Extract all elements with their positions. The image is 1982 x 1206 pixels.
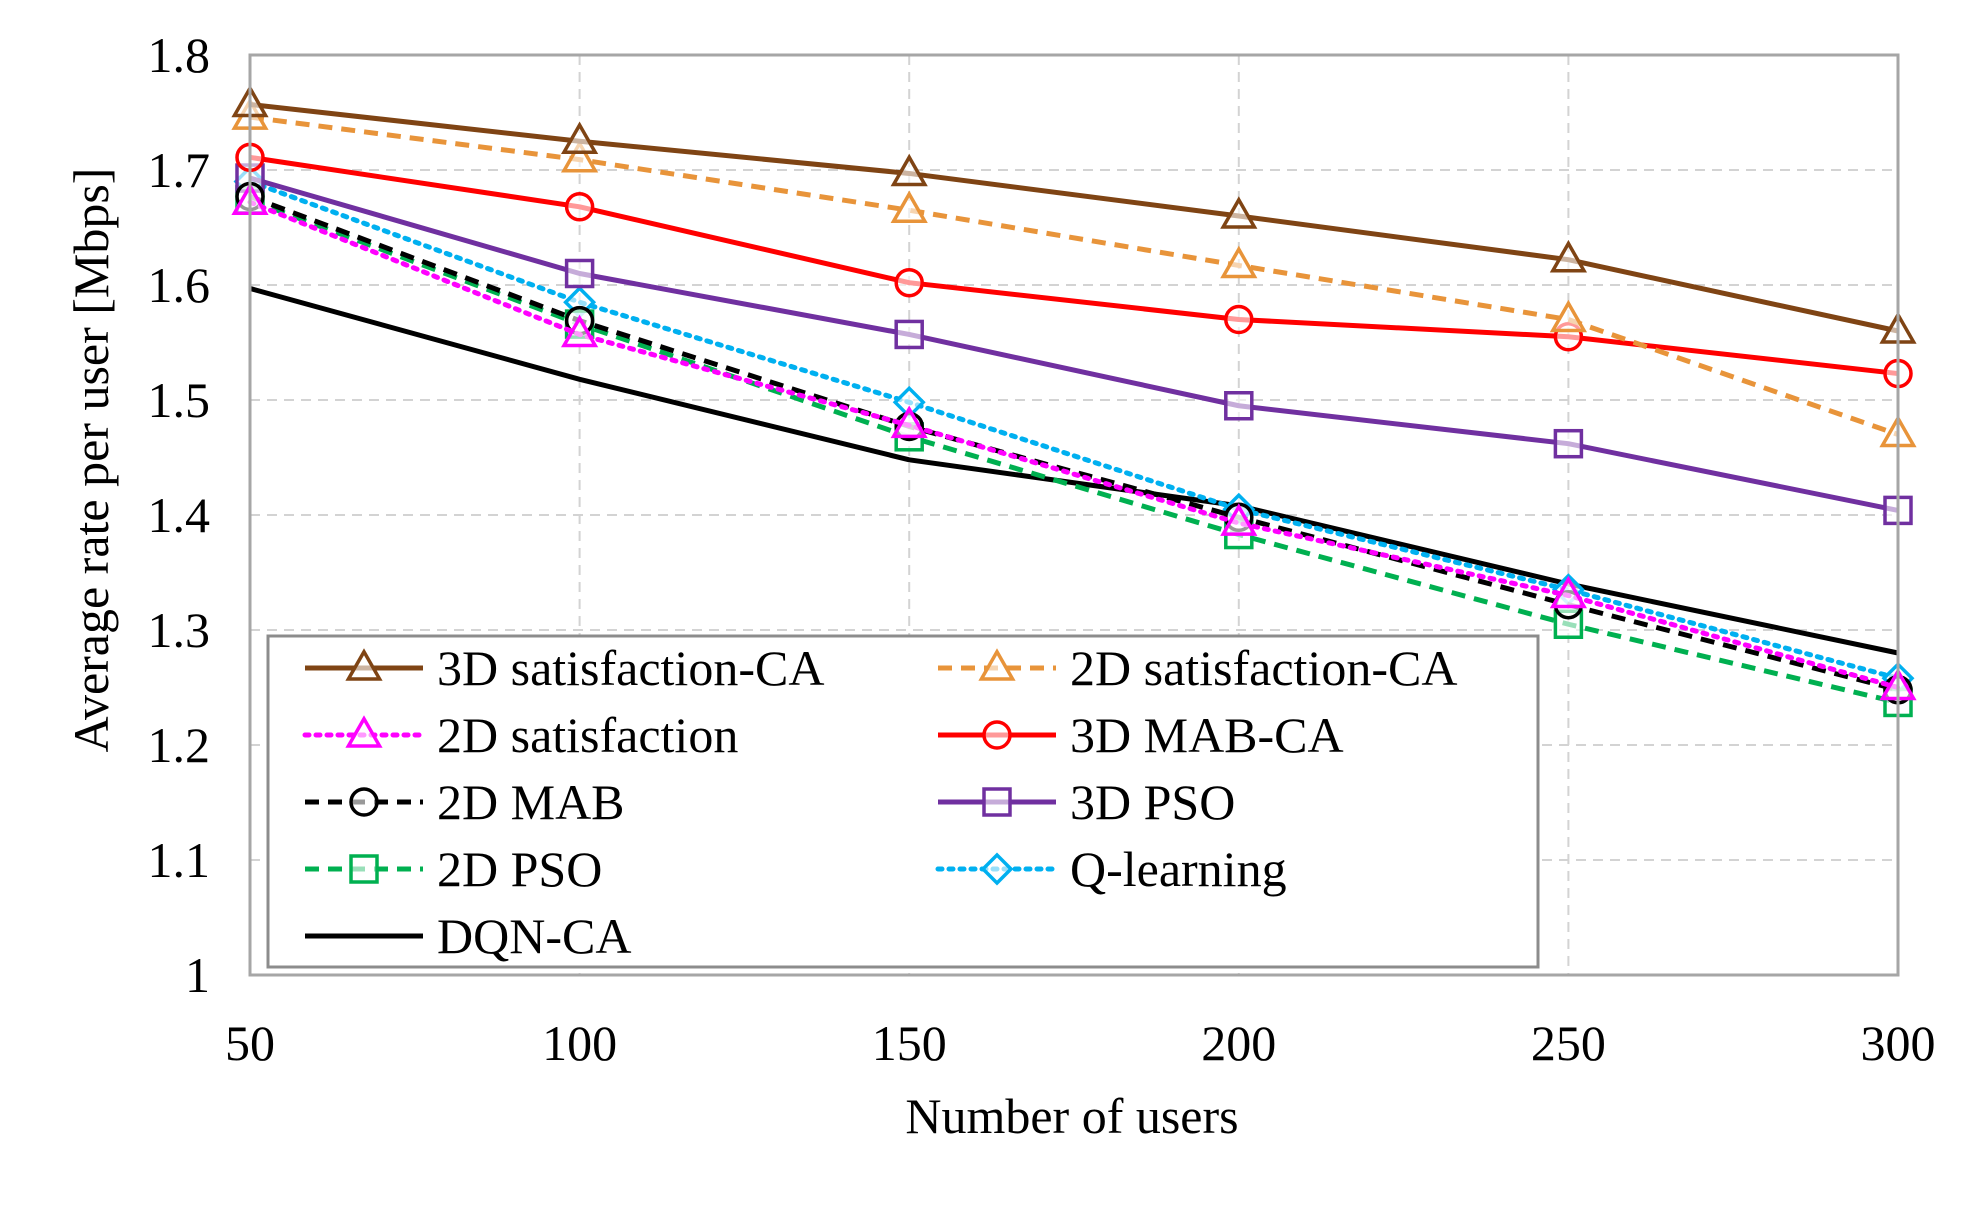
x-axis-title: Number of users [905,1088,1238,1144]
legend-layer: 3D satisfaction-CA 2D satisfaction-CA 2D s… [266,634,1540,969]
series-line-2d-mab [249,194,1899,693]
data-point-3d-mab-ca [1224,304,1254,335]
x-tick-label: 100 [542,1015,617,1071]
y-tick-label: 1 [185,947,210,1003]
series-dqn-ca [249,286,1899,656]
legend-label: 3D satisfaction-CA [437,640,824,696]
legend-marker [982,787,1012,817]
x-tick-label: 50 [225,1015,275,1071]
data-point-2d-satisfaction [1220,503,1258,536]
x-tick-label: 300 [1861,1015,1936,1071]
legend-marker [345,715,383,748]
data-point-2d-satisfaction-ca [560,139,599,173]
legend-label: 3D MAB-CA [1070,707,1344,763]
legend-label: 2D satisfaction [437,707,738,763]
legend-marker [349,854,379,884]
data-point-2d-satisfaction-ca [890,190,928,224]
y-tick-label: 1.1 [148,832,211,888]
series-3d-mab-ca [235,142,1913,389]
legend-label: 3D PSO [1070,774,1235,830]
legend-label: 2D satisfaction-CA [1070,640,1457,696]
data-point-2d-satisfaction [1549,575,1588,609]
data-point-3d-pso [564,258,595,289]
legend-box [266,634,1540,969]
y-tick-label: 1.8 [148,27,211,83]
series-line-dqn-ca [249,286,1899,656]
legend-item-3d-satisfaction-ca: 3D satisfaction-CA [305,640,824,696]
y-tick-label: 1.6 [148,257,211,313]
series-2d-satisfaction-ca [231,97,1917,448]
data-point-3d-satisfaction-ca [1549,239,1588,273]
legend-item-2d-mab: 2D MAB [305,774,625,830]
legend-marker [345,648,383,681]
series-line-3d-satisfaction-ca [249,101,1899,334]
data-point-3d-satisfaction-ca [890,153,928,187]
series-line-q-learning [247,179,1901,681]
legend-item-2d-satisfaction-ca: 2D satisfaction-CA [938,640,1457,696]
legend-item-q-learning: Q-learning [935,841,1287,897]
series-line-3d-mab-ca [249,154,1899,377]
series-line-2d-satisfaction [247,199,1901,690]
series-line-2d-satisfaction-ca [249,114,1899,437]
plot-frame [248,53,1900,977]
legend-label: 2D MAB [437,774,625,830]
legend-marker [982,720,1012,750]
y-tick-label: 1.5 [148,372,211,428]
data-point-3d-satisfaction-ca [1220,196,1258,229]
y-tick-label: 1.2 [148,717,211,773]
legend-item-3d-mab-ca: 3D MAB-CA [938,707,1344,763]
data-point-2d-satisfaction [560,314,599,348]
data-point-3d-mab-ca [564,192,595,222]
legend-item-dqn-ca: DQN-CA [305,908,631,964]
data-point-2d-satisfaction [890,405,928,439]
x-tick-label: 200 [1201,1015,1276,1071]
x-tick-label: 150 [872,1015,947,1071]
y-tick-label: 1.4 [148,487,211,543]
legend-marker [980,852,1014,886]
series-2d-satisfaction [231,182,1917,701]
data-point-3d-satisfaction-ca [560,121,599,155]
series-layer [231,84,1917,718]
data-point-2d-satisfaction-ca [1220,245,1258,279]
data-point-3d-pso [894,319,924,350]
legend-marker [349,787,379,817]
data-point-3d-pso [1224,391,1254,421]
legend-item-2d-satisfaction: 2D satisfaction [302,707,738,763]
series-3d-satisfaction-ca [231,84,1917,344]
series-line-3d-pso [249,175,1899,513]
series-3d-pso [235,163,1913,526]
data-point-3d-mab-ca [894,267,924,298]
data-point-2d-satisfaction-ca [1549,299,1588,333]
legend-item-3d-pso: 3D PSO [938,774,1235,830]
y-axis-title: Average rate per user [Mbps] [63,168,119,753]
y-tick-label: 1.7 [148,142,211,198]
legend-marker [978,648,1016,681]
legend-item-2d-pso: 2D PSO [305,841,602,897]
axis-layer: 1 1.1 1.2 1.3 1.4 1.5 1.6 1.7 1.8 50 100 150 200 250 3… [148,27,1936,1071]
legend-label: 2D PSO [437,841,602,897]
legend-label: Q-learning [1070,841,1287,897]
x-tick-label: 250 [1531,1015,1606,1071]
data-point-3d-pso [1553,428,1584,459]
series-2d-mab [235,181,1913,705]
y-tick-label: 1.3 [148,602,211,658]
legend-label: DQN-CA [437,908,631,964]
